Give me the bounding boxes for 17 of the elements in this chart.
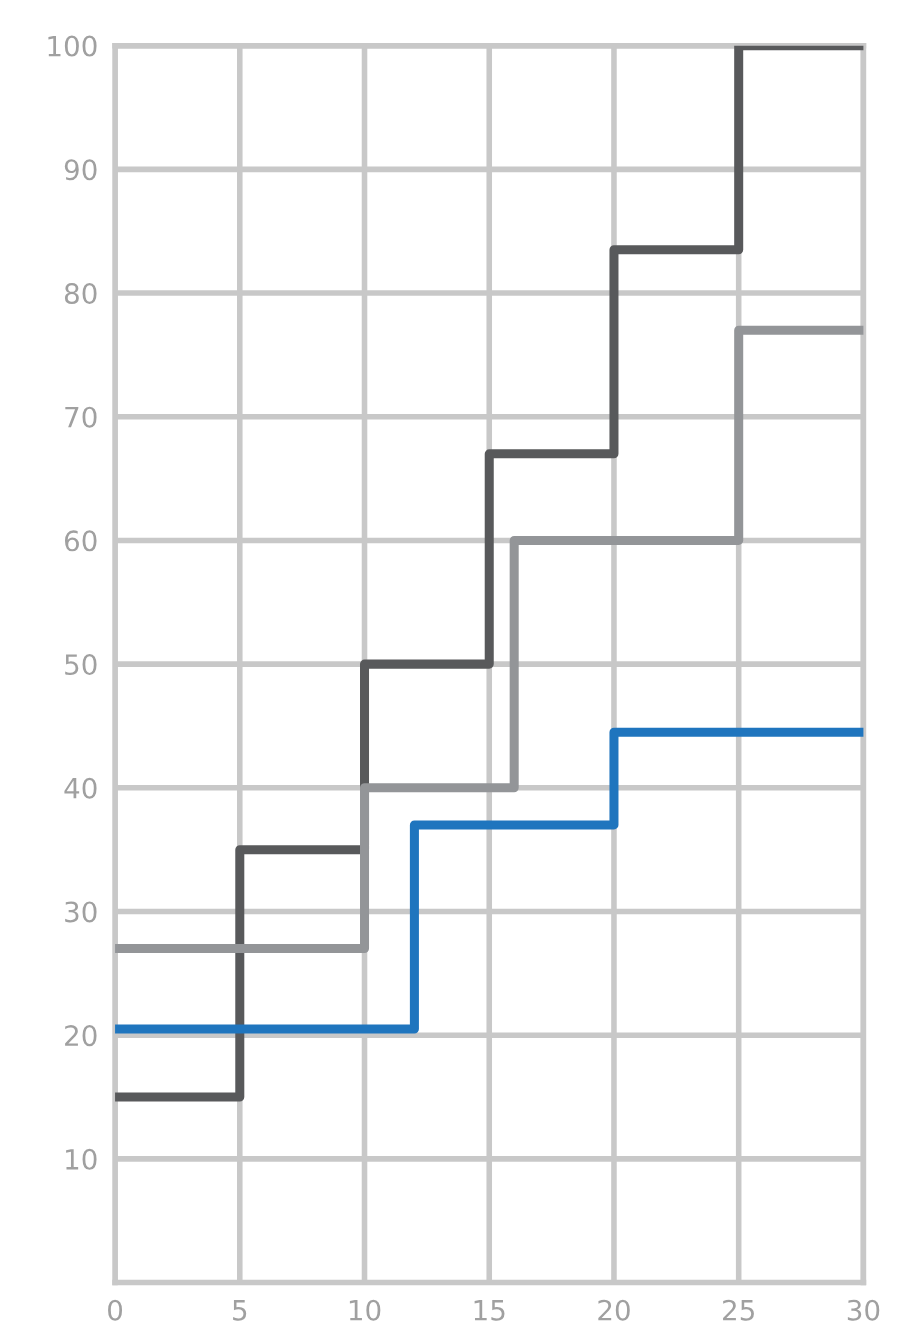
y-tick-label: 90	[64, 159, 97, 181]
x-tick-label: 5	[233, 1300, 247, 1321]
y-tick-label: 10	[66, 1148, 97, 1170]
x-tick-label: 25	[723, 1299, 754, 1321]
y-tick-label: 20	[65, 1025, 97, 1047]
x-tick-label: 20	[598, 1299, 630, 1321]
y-tick-label: 40	[64, 777, 97, 799]
x-tick-label: 0	[108, 1299, 123, 1321]
y-tick-label: 80	[64, 282, 97, 304]
x-tick-label: 10	[349, 1299, 381, 1321]
y-tick-label: 60	[64, 530, 97, 552]
y-tick-label: 70	[65, 406, 97, 428]
y-tick-label: 100	[48, 35, 97, 57]
x-tick-label: 30	[847, 1299, 880, 1321]
y-tick-label: 30	[65, 901, 97, 923]
y-tick-label: 50	[65, 654, 97, 676]
x-tick-label: 15	[474, 1300, 505, 1321]
